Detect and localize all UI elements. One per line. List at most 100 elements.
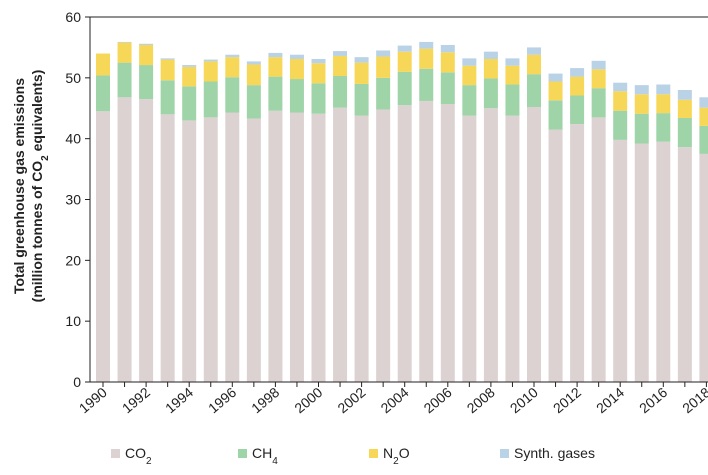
bar-1996-series-3 xyxy=(225,54,240,58)
bar-1993-series-2 xyxy=(160,59,175,81)
bar-1993-series-1 xyxy=(160,80,175,115)
bar-1997-series-2 xyxy=(246,64,261,86)
bar-stack-1990 xyxy=(96,53,110,382)
y-tick-label-10: 10 xyxy=(65,313,81,329)
bar-2015-series-0 xyxy=(634,143,649,382)
x-ticks: 1990 1992 1994 1996 1998 2000 2002 2004 2006 2008… xyxy=(76,382,708,416)
legend-label-2: N2O xyxy=(383,445,410,467)
bar-2008-series-1 xyxy=(483,78,498,109)
bar-2012-series-0 xyxy=(570,124,585,382)
bar-1999-series-3 xyxy=(289,54,304,59)
bar-stack-1991 xyxy=(117,41,132,383)
bar-2008-series-2 xyxy=(483,58,498,79)
bar-1991-series-2 xyxy=(117,42,132,63)
x-tick-label-2008: 2008 xyxy=(464,384,498,416)
bar-2010-series-3 xyxy=(527,47,541,55)
bar-2017-series-1 xyxy=(677,117,692,148)
bar-2003-series-2 xyxy=(376,56,391,78)
y-tick-label-50: 50 xyxy=(65,70,81,86)
bar-2004-series-2 xyxy=(397,51,412,72)
bar-2014-series-3 xyxy=(613,82,628,92)
bar-2013-series-0 xyxy=(591,117,606,383)
bar-stack-2012 xyxy=(570,68,585,382)
bar-2000-series-2 xyxy=(311,63,326,84)
bar-stack-2004 xyxy=(397,45,412,383)
bar-1997-series-3 xyxy=(246,61,261,65)
bar-2012-series-1 xyxy=(570,95,585,125)
bar-2012-series-2 xyxy=(570,76,585,96)
legend-label-3: Synth. gases xyxy=(514,445,595,461)
bar-1995-series-3 xyxy=(203,59,218,62)
bar-1996-series-1 xyxy=(225,77,240,113)
bar-1998-series-2 xyxy=(268,57,283,77)
bar-stack-1999 xyxy=(289,54,304,382)
bar-1992-series-1 xyxy=(139,65,154,100)
legend-label-1: CH4 xyxy=(252,445,278,467)
bar-stack-2016 xyxy=(656,84,671,382)
x-tick-label-2016: 2016 xyxy=(636,384,670,416)
bar-2002-series-0 xyxy=(354,115,369,383)
bar-2006-series-1 xyxy=(440,72,455,104)
bar-stack-2006 xyxy=(440,44,455,383)
bar-2016-series-3 xyxy=(656,84,671,95)
bar-2011-series-1 xyxy=(548,100,563,130)
bar-1992-series-3 xyxy=(139,43,154,45)
bar-stack-2013 xyxy=(591,60,606,383)
bar-1992-series-2 xyxy=(139,44,154,66)
bar-2004-series-1 xyxy=(397,71,412,106)
bar-2010-series-0 xyxy=(527,107,541,382)
bar-2000-series-1 xyxy=(311,83,326,114)
bar-2006-series-2 xyxy=(440,52,455,73)
y-tick-label-0: 0 xyxy=(73,374,81,390)
bar-2007-series-0 xyxy=(462,115,477,383)
bar-2005-series-1 xyxy=(419,68,434,101)
bar-2008-series-0 xyxy=(483,108,498,382)
bar-2005-series-3 xyxy=(419,41,434,49)
bar-2001-series-2 xyxy=(333,55,348,76)
bar-1997-series-0 xyxy=(246,118,261,382)
bar-2017-series-2 xyxy=(677,99,692,118)
bar-1994-series-0 xyxy=(182,120,197,383)
y-tick-label-20: 20 xyxy=(65,252,81,268)
bar-2014-series-0 xyxy=(613,139,628,382)
bar-2015-series-1 xyxy=(634,113,649,144)
bar-2004-series-3 xyxy=(397,45,412,52)
legend-item-2: N2O xyxy=(369,445,410,467)
y-tick-label-60: 60 xyxy=(65,9,81,25)
bar-stack-2002 xyxy=(354,57,369,383)
y-axis-title-line2-b: equivalents) xyxy=(29,70,45,156)
bar-2001-series-3 xyxy=(333,51,348,56)
x-tick-label-2010: 2010 xyxy=(507,384,541,416)
x-tick-label-2014: 2014 xyxy=(593,384,627,416)
bar-stack-1995 xyxy=(203,59,218,383)
bar-stack-2011 xyxy=(548,73,563,382)
bar-2011-series-2 xyxy=(548,81,563,101)
x-tick-label-2012: 2012 xyxy=(550,384,584,416)
bar-stack-2009 xyxy=(505,58,520,383)
x-tick-label-2004: 2004 xyxy=(377,384,411,416)
x-tick-label-2002: 2002 xyxy=(334,384,368,416)
y-axis-title-line2-a: (million tonnes of CO xyxy=(29,161,45,303)
legend-swatch-1 xyxy=(238,449,247,458)
y-ticks: 0 10 20 30 40 50 60 xyxy=(65,9,90,390)
bar-1998-series-1 xyxy=(268,76,283,111)
legend-item-1: CH4 xyxy=(238,445,278,467)
x-tick-label-1994: 1994 xyxy=(162,384,196,416)
bar-2009-series-2 xyxy=(505,65,520,85)
bar-1994-series-3 xyxy=(182,65,197,67)
bar-2014-series-1 xyxy=(613,110,628,140)
bar-2013-series-2 xyxy=(591,69,606,89)
bar-2017-series-3 xyxy=(677,90,692,100)
bar-2005-series-0 xyxy=(419,100,434,382)
bar-stack-2008 xyxy=(483,51,498,382)
bar-2009-series-1 xyxy=(505,84,520,116)
bar-2018-series-0 xyxy=(699,153,708,383)
x-tick-label-1998: 1998 xyxy=(248,384,282,416)
bar-2015-series-3 xyxy=(634,85,649,95)
bar-1991-series-0 xyxy=(117,97,132,383)
bar-stack-2000 xyxy=(311,58,326,382)
legend-item-0: CO2 xyxy=(111,445,152,467)
bar-2008-series-3 xyxy=(483,51,498,59)
bar-stack-1994 xyxy=(182,65,197,383)
